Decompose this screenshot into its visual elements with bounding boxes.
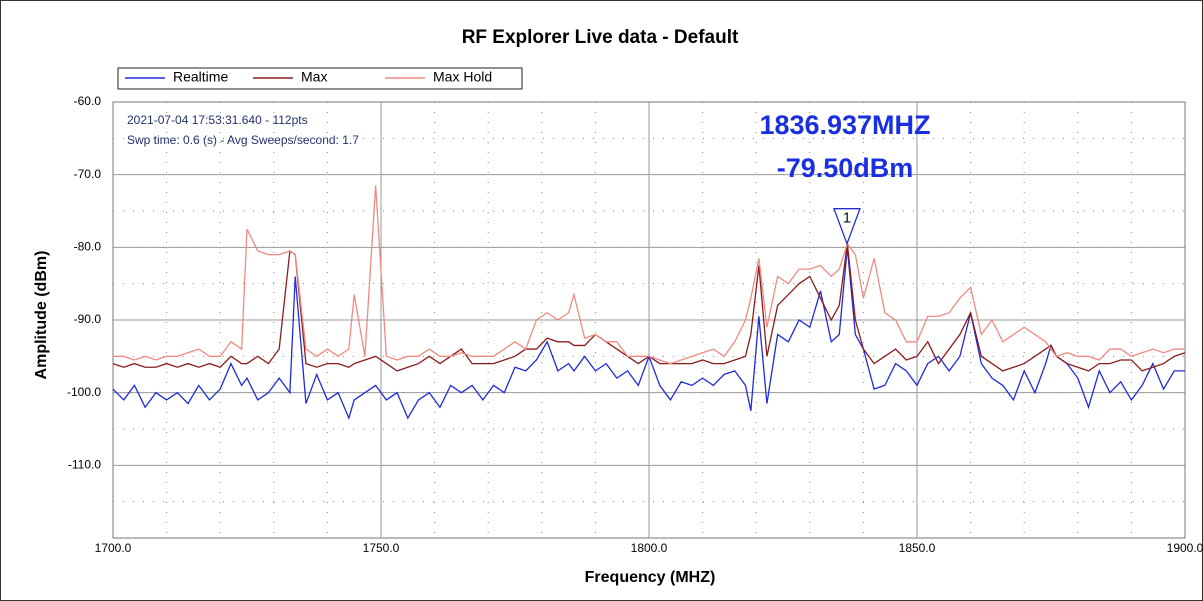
y-tick-label: -100.0 xyxy=(67,385,101,399)
y-tick-label: -80.0 xyxy=(74,240,102,254)
marker-amplitude: -79.50dBm xyxy=(777,153,914,183)
series-line xyxy=(112,247,1185,421)
x-tick-label: 1700.0 xyxy=(95,541,132,555)
y-tick-label: -60.0 xyxy=(74,94,102,108)
marker-label: 1 xyxy=(843,210,851,227)
chart-title: RF Explorer Live data - Default xyxy=(462,27,739,48)
plot-area xyxy=(112,101,1186,539)
y-axis-label: Amplitude (dBm) xyxy=(33,251,50,380)
info-text: Swp time: 0.6 (s) - Avg Sweeps/second: 1… xyxy=(127,133,359,147)
legend-label: Realtime xyxy=(173,69,228,85)
x-tick-label: 1800.0 xyxy=(631,541,668,555)
legend-label: Max Hold xyxy=(433,69,492,85)
info-text: 2021-07-04 17:53:31.640 - 112pts xyxy=(127,113,308,127)
marker-frequency: 1836.937MHZ xyxy=(759,110,930,140)
x-tick-label: 1750.0 xyxy=(363,541,400,555)
series-line xyxy=(113,185,1185,365)
y-tick-label: -110.0 xyxy=(68,458,101,472)
legend-label: Max xyxy=(301,69,327,85)
marker-triangle xyxy=(833,208,861,246)
x-tick-label: 1900.0 xyxy=(1167,541,1203,555)
y-tick-label: -70.0 xyxy=(74,167,102,181)
x-tick-label: 1850.0 xyxy=(899,541,936,555)
legend xyxy=(117,67,523,90)
x-axis-label: Frequency (MHZ) xyxy=(585,569,716,586)
y-tick-label: -90.0 xyxy=(74,312,102,326)
